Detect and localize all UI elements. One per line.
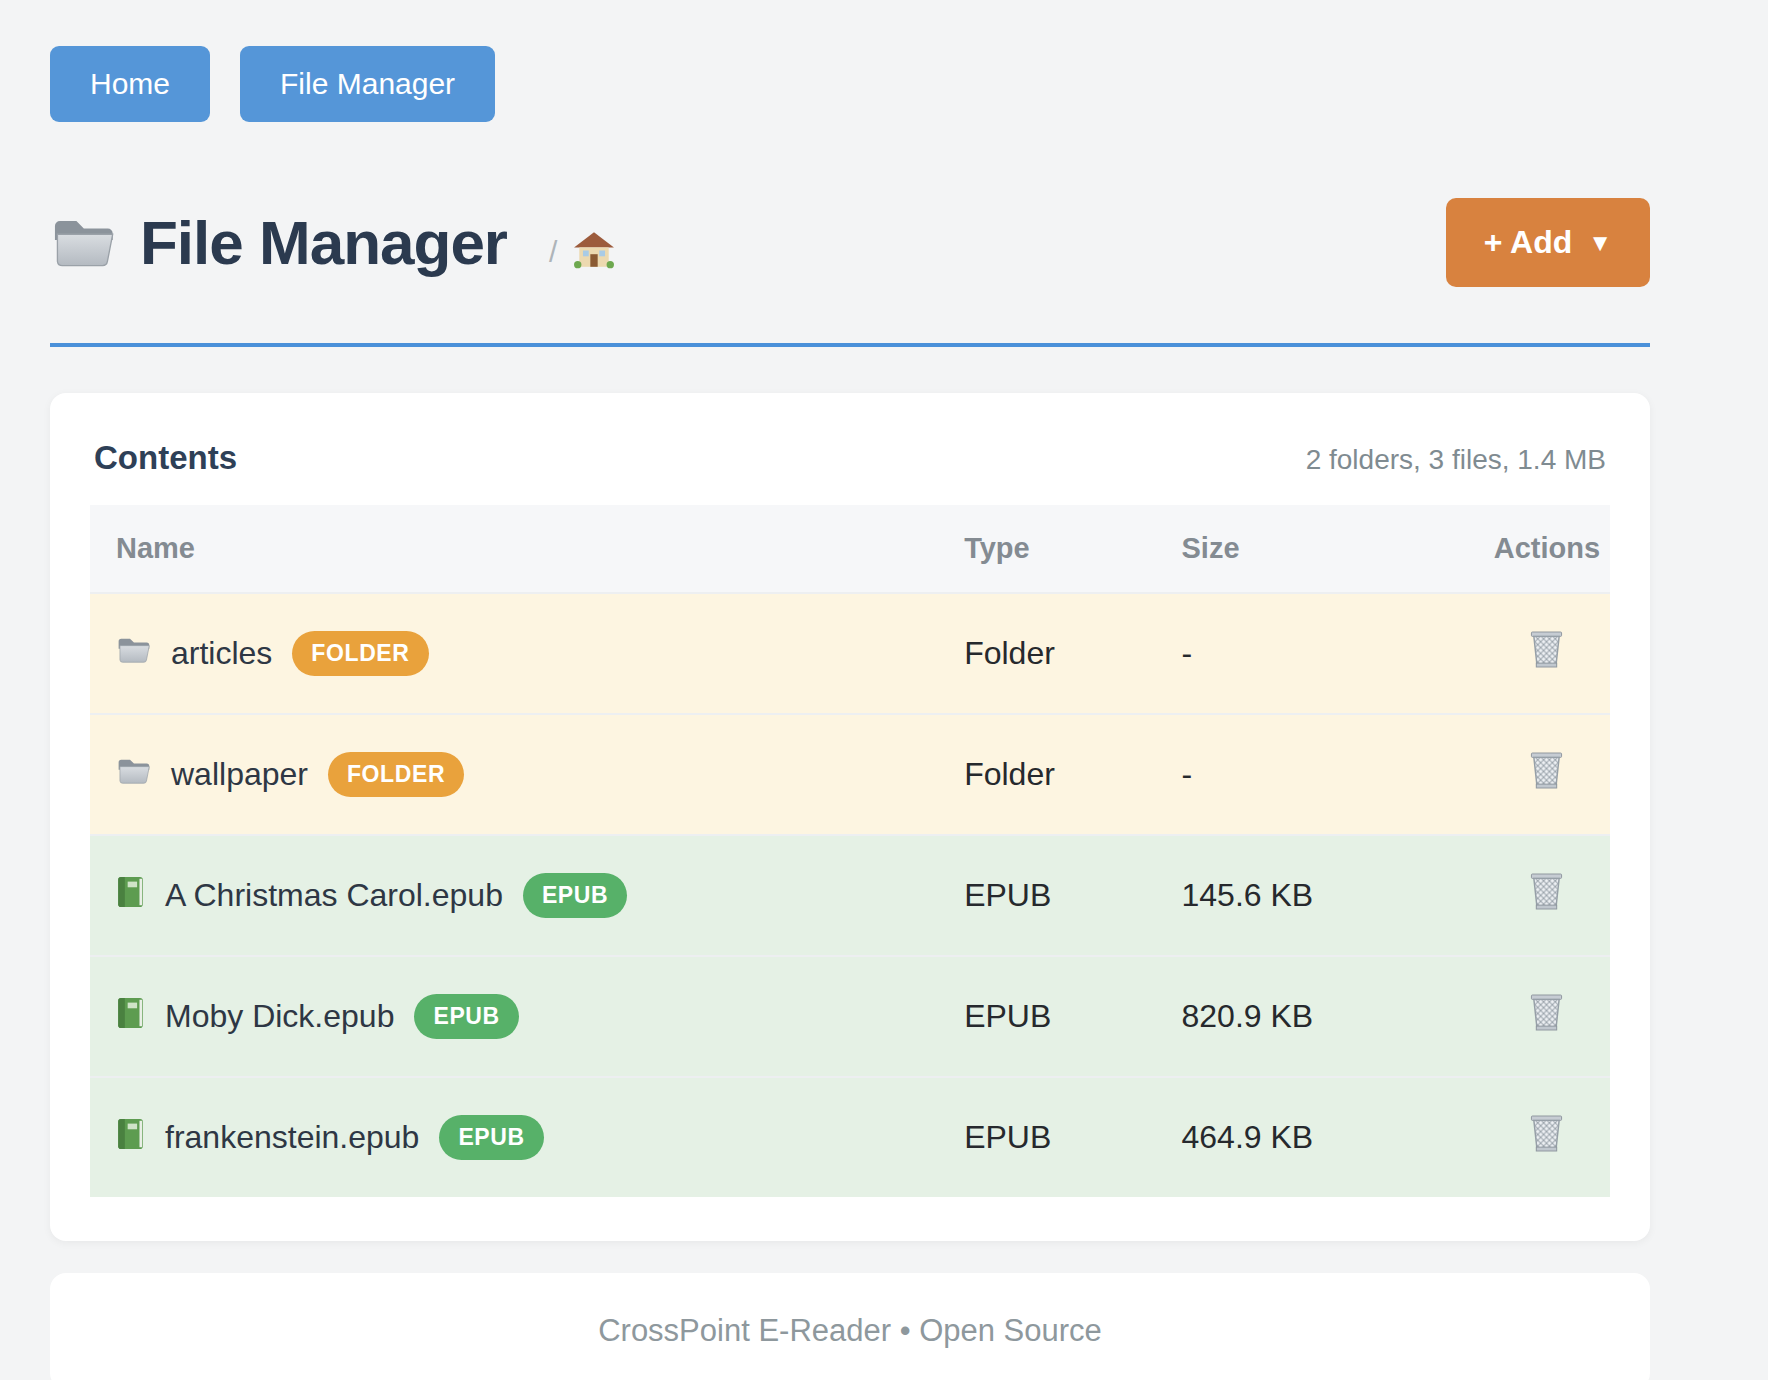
file-size: - — [1156, 714, 1484, 835]
file-size: 820.9 KB — [1156, 956, 1484, 1077]
add-button[interactable]: + Add ▼ — [1446, 198, 1650, 287]
book-icon — [116, 875, 145, 917]
column-header-type: Type — [938, 505, 1155, 593]
file-name-link[interactable]: articles — [171, 635, 272, 672]
delete-button[interactable] — [1529, 1114, 1564, 1153]
add-button-label: + Add — [1484, 224, 1573, 261]
epub-badge: EPUB — [414, 994, 518, 1039]
file-size: 145.6 KB — [1156, 835, 1484, 956]
column-header-name: Name — [90, 505, 938, 593]
breadcrumb-separator: / — [549, 235, 557, 269]
title-group: File Manager — [50, 207, 507, 278]
file-size: 464.9 KB — [1156, 1077, 1484, 1197]
folder-badge: FOLDER — [328, 752, 464, 797]
epub-badge: EPUB — [523, 873, 627, 918]
folder-icon — [116, 756, 151, 793]
contents-card: Contents 2 folders, 3 files, 1.4 MB Name… — [50, 393, 1650, 1241]
file-name-link[interactable]: frankenstein.epub — [165, 1119, 419, 1156]
file-manager-page: Home File Manager File Manager / + Add ▼… — [0, 0, 1768, 1380]
delete-button[interactable] — [1529, 751, 1564, 790]
files-table: Name Type Size Actions articles FOLDER F… — [90, 505, 1610, 1197]
footer-text: CrossPoint E-Reader • Open Source — [598, 1313, 1102, 1348]
nav-home-button[interactable]: Home — [50, 46, 210, 122]
file-type: Folder — [938, 593, 1155, 714]
file-name-link[interactable]: wallpaper — [171, 756, 308, 793]
table-row: A Christmas Carol.epub EPUB EPUB 145.6 K… — [90, 835, 1610, 956]
top-nav: Home File Manager — [0, 0, 1768, 122]
chevron-down-icon: ▼ — [1588, 229, 1612, 257]
table-row: frankenstein.epub EPUB EPUB 464.9 KB — [90, 1077, 1610, 1197]
folder-icon — [116, 635, 151, 672]
header-divider — [50, 343, 1650, 347]
table-row: Moby Dick.epub EPUB EPUB 820.9 KB — [90, 956, 1610, 1077]
footer-card: CrossPoint E-Reader • Open Source — [50, 1273, 1650, 1380]
book-icon — [116, 1117, 145, 1159]
folder-badge: FOLDER — [292, 631, 428, 676]
contents-summary: 2 folders, 3 files, 1.4 MB — [1306, 444, 1606, 476]
table-header-row: Name Type Size Actions — [90, 505, 1610, 593]
trash-icon — [1529, 657, 1564, 672]
column-header-actions: Actions — [1484, 505, 1610, 593]
trash-icon — [1529, 1141, 1564, 1156]
book-icon — [116, 996, 145, 1038]
delete-button[interactable] — [1529, 630, 1564, 669]
contents-heading: Contents — [94, 439, 237, 477]
contents-card-header: Contents 2 folders, 3 files, 1.4 MB — [90, 433, 1610, 505]
open-folder-icon — [50, 216, 116, 269]
epub-badge: EPUB — [439, 1115, 543, 1160]
delete-button[interactable] — [1529, 872, 1564, 911]
table-row: wallpaper FOLDER Folder - — [90, 714, 1610, 835]
nav-file-manager-button[interactable]: File Manager — [240, 46, 495, 122]
file-type: EPUB — [938, 1077, 1155, 1197]
table-row: articles FOLDER Folder - — [90, 593, 1610, 714]
trash-icon — [1529, 1020, 1564, 1035]
house-icon[interactable] — [573, 231, 615, 273]
file-name-link[interactable]: Moby Dick.epub — [165, 998, 394, 1035]
file-type: Folder — [938, 714, 1155, 835]
breadcrumb: / — [549, 231, 615, 273]
column-header-size: Size — [1156, 505, 1484, 593]
page-title: File Manager — [140, 207, 507, 278]
trash-icon — [1529, 778, 1564, 793]
page-header: File Manager / + Add ▼ — [50, 198, 1650, 287]
file-size: - — [1156, 593, 1484, 714]
file-name-link[interactable]: A Christmas Carol.epub — [165, 877, 503, 914]
file-type: EPUB — [938, 835, 1155, 956]
trash-icon — [1529, 899, 1564, 914]
delete-button[interactable] — [1529, 993, 1564, 1032]
file-type: EPUB — [938, 956, 1155, 1077]
